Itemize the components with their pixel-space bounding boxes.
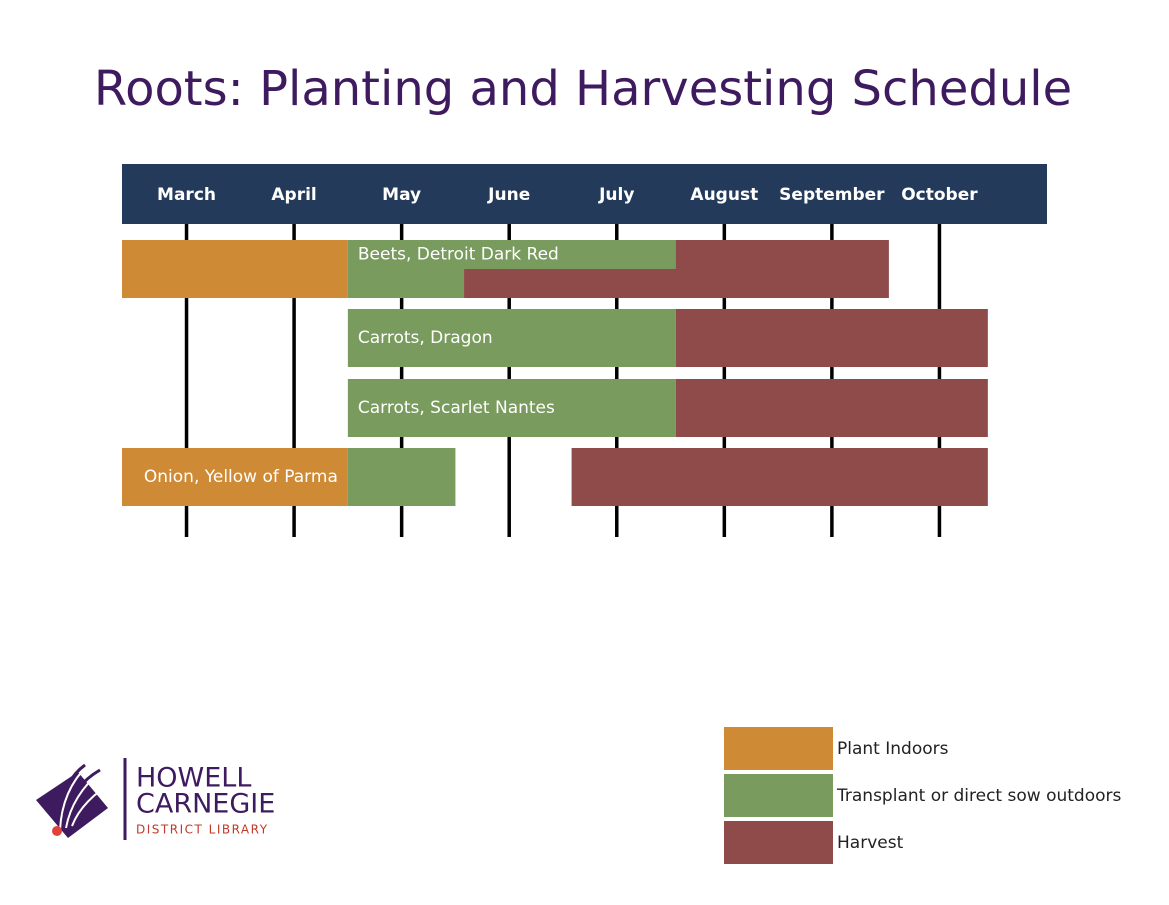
row-label: Carrots, Scarlet Nantes [358,398,555,418]
logo: HOWELL CARNEGIE DISTRICT LIBRARY [36,758,275,840]
bar-segment [675,379,988,437]
chart-title: Roots: Planting and Harvesting Schedule [94,61,1072,117]
row-label: Onion, Yellow of Parma [144,467,338,487]
logo-arcs [56,763,101,816]
bar-segment [122,240,348,298]
bar-segment [347,240,676,269]
x-tick-label: August [690,185,758,205]
logo-dot [52,826,62,836]
row-label: Carrots, Dragon [358,328,493,348]
row-label: Beets, Detroit Dark Red [358,245,559,265]
logo-lines [59,764,117,831]
bar-segment [675,309,988,367]
bar-segment [347,309,676,367]
x-tick-label: April [271,185,316,205]
legend-label: Harvest [837,833,904,853]
legend-swatch [724,774,833,817]
x-tick-label: June [487,185,530,205]
bar-segment [571,448,988,506]
bar-segment [122,448,348,506]
logo-text: HOWELL [136,763,251,794]
x-tick-label: May [382,185,421,205]
bar-segment [347,379,676,437]
bar-segment [347,448,456,506]
legend-label: Plant Indoors [837,739,949,759]
x-tick-label: October [901,185,978,205]
logo-book [36,772,108,838]
bar-segment [347,269,465,298]
legend-label: Transplant or direct sow outdoors [836,786,1121,806]
x-tick-label: March [157,185,216,205]
header-band [122,164,1047,224]
legend-swatch [724,821,833,864]
logo-text: CARNEGIE [136,789,275,820]
x-tick-label: September [779,185,885,205]
logo-text: DISTRICT LIBRARY [136,823,269,837]
legend-swatch [724,727,833,770]
x-tick-label: July [598,185,634,205]
